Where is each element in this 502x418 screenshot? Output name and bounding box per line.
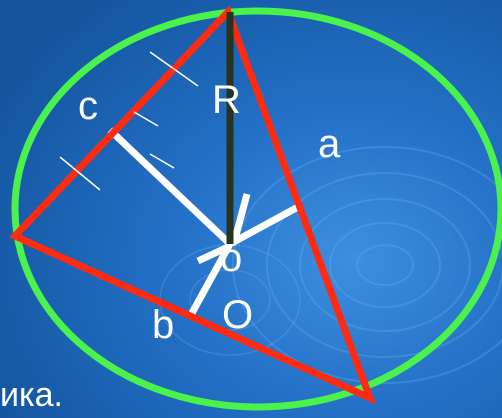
label-a: a xyxy=(318,122,341,166)
label-b: b xyxy=(152,303,175,347)
bisector-side-b xyxy=(188,242,234,315)
label-center-o: o xyxy=(220,236,243,280)
label-r: R xyxy=(212,78,241,122)
bisector-side-c xyxy=(107,127,233,247)
center-tick xyxy=(231,193,251,240)
bisector-side-a xyxy=(228,203,300,248)
circumcircle xyxy=(11,7,502,411)
center-mark xyxy=(196,243,230,265)
label-point-o: O xyxy=(222,293,254,337)
caption-fragment: ика. xyxy=(0,376,63,414)
tick-lower xyxy=(59,156,101,191)
equal-segment-ticks xyxy=(59,51,199,191)
tick-middle-1 xyxy=(133,111,159,127)
tick-upper xyxy=(149,51,199,87)
perpendicular-bisectors xyxy=(107,127,300,315)
triangle xyxy=(9,5,377,405)
tick-middle-2 xyxy=(149,153,175,169)
label-c: c xyxy=(78,84,98,128)
